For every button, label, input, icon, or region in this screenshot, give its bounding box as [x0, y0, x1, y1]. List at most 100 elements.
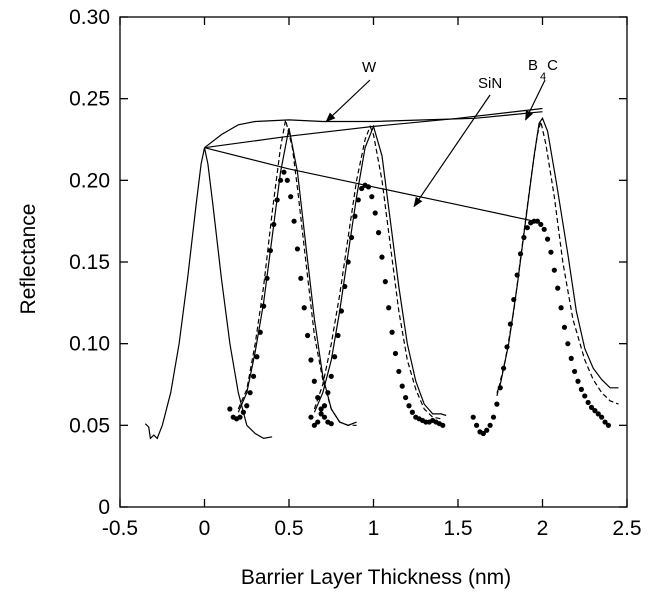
data-point: [325, 390, 331, 396]
data-point: [338, 308, 344, 314]
data-point: [281, 169, 287, 175]
y-tick-label: 0.30: [69, 6, 110, 29]
data-point: [575, 378, 581, 384]
data-point: [359, 185, 365, 192]
data-point: [227, 406, 233, 412]
data-point: [585, 399, 591, 406]
data-point: [318, 411, 324, 417]
data-point: [578, 386, 584, 392]
data-point: [304, 332, 311, 339]
data-point: [375, 230, 382, 236]
data-point: [507, 321, 513, 327]
data-point: [605, 422, 612, 428]
y-tick-label: 0.25: [69, 88, 110, 111]
data-point: [541, 226, 547, 232]
data-point: [321, 414, 328, 420]
solid-series-line: [496, 117, 619, 393]
data-point: [267, 247, 274, 254]
data-point: [544, 236, 551, 242]
y-tick-label: 0.15: [69, 251, 110, 274]
data-point: [332, 354, 338, 360]
data-point: [382, 279, 388, 285]
data-point: [484, 427, 490, 433]
annotation-label: B4C: [528, 57, 558, 83]
data-point: [237, 414, 243, 420]
data-point: [254, 354, 260, 360]
data-point: [277, 177, 284, 183]
data-point: [473, 422, 480, 428]
data-point: [480, 430, 486, 437]
data-point: [602, 419, 608, 425]
data-point: [470, 414, 476, 420]
data-point: [318, 406, 324, 412]
data-series: [144, 107, 619, 440]
data-point: [406, 403, 412, 409]
data-point: [399, 383, 405, 389]
data-point: [372, 210, 378, 216]
solid-series-line: [237, 127, 357, 426]
data-point: [558, 305, 564, 311]
data-point: [494, 401, 500, 407]
data-point: [247, 390, 253, 396]
x-tick-label: 1.5: [443, 517, 472, 540]
data-point: [396, 368, 402, 375]
data-point: [511, 296, 517, 303]
annotation-label: W: [362, 59, 377, 76]
annotations: W SiN B4C: [362, 57, 558, 92]
data-point: [294, 246, 301, 252]
data-point: [355, 197, 361, 203]
data-point: [497, 385, 503, 391]
annotation-arrows: [325, 79, 546, 208]
annotation-arrow: [413, 94, 491, 208]
data-point: [403, 394, 409, 401]
x-tick-label: 1: [368, 517, 380, 540]
solid-series-line: [313, 124, 447, 417]
x-axis-label: Barrier Layer Thickness (nm): [241, 566, 511, 589]
data-point: [311, 422, 317, 428]
y-tick-label: 0: [98, 496, 110, 519]
data-point: [311, 378, 317, 384]
data-point: [284, 177, 290, 183]
data-point: [504, 344, 510, 350]
data-point: [386, 305, 392, 311]
data-point: [250, 373, 257, 379]
data-point: [261, 303, 267, 309]
data-point: [487, 422, 493, 428]
data-point: [291, 218, 297, 224]
dashed-series-line: [496, 121, 619, 405]
data-point: [514, 272, 520, 278]
data-point: [389, 329, 395, 335]
data-point: [565, 341, 571, 347]
data-point: [321, 403, 328, 409]
data-point: [348, 234, 355, 241]
x-tick-label: 0.5: [274, 517, 303, 540]
tick-labels: -0.5 0 0.5 1 1.5 2 2.500.050.100.150.200.250.3…: [69, 6, 641, 540]
data-point: [342, 283, 348, 290]
data-point: [548, 249, 554, 255]
data-point: [501, 365, 507, 371]
x-tick-label: 0: [199, 517, 211, 540]
data-point: [288, 194, 294, 200]
data-point: [440, 422, 446, 428]
data-point: [257, 329, 263, 335]
data-point: [271, 221, 277, 228]
data-point: [335, 332, 341, 339]
data-point: [595, 411, 601, 417]
data-point: [409, 409, 415, 415]
axis-ticks: [119, 16, 628, 508]
data-point: [345, 259, 351, 265]
data-point: [517, 251, 524, 257]
solid-series-line: [204, 107, 543, 149]
plot-border: [119, 16, 628, 508]
y-axis-label: Reflectance: [17, 204, 40, 315]
data-point: [599, 414, 605, 420]
data-point: [551, 267, 557, 273]
annotation-arrow: [325, 79, 371, 123]
data-point: [244, 403, 250, 409]
plot-frame: [119, 16, 628, 508]
data-point: [521, 234, 527, 241]
dashed-series-line: [237, 119, 357, 426]
data-point: [568, 355, 574, 361]
x-tick-label: 2.5: [612, 517, 641, 540]
